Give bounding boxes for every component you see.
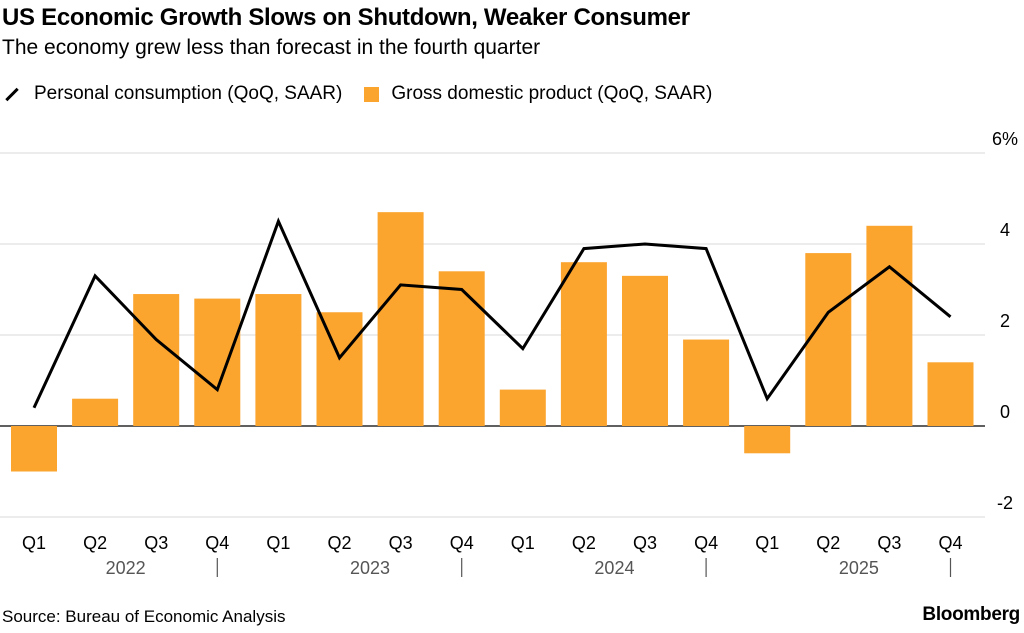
gdp-bar [560, 262, 607, 426]
y-tick-label: -2 [997, 493, 1013, 513]
x-tick-label: Q4 [205, 533, 229, 553]
x-tick-label: Q3 [877, 533, 901, 553]
legend-item-gdp: Gross domestic product (QoQ, SAAR) [364, 83, 712, 105]
gdp-bar [683, 339, 730, 426]
x-tick-label: Q1 [22, 533, 46, 553]
gdp-bar [133, 294, 180, 426]
gdp-bar [194, 298, 241, 426]
x-tick-label: Q3 [389, 533, 413, 553]
gdp-bar [316, 312, 363, 426]
x-tick-label: Q2 [83, 533, 107, 553]
x-tick-label: Q1 [511, 533, 535, 553]
gdp-bar [377, 212, 424, 426]
gdp-bar [499, 389, 546, 426]
legend-bar-label: Gross domestic product (QoQ, SAAR) [391, 83, 713, 104]
x-tick-label: Q3 [633, 533, 657, 553]
legend-bar-swatch [364, 86, 380, 102]
chart-subtitle: The economy grew less than forecast in t… [2, 36, 541, 59]
y-tick-label: 2 [1000, 311, 1010, 331]
year-label: 2023 [350, 558, 390, 578]
x-tick-label: Q4 [694, 533, 718, 553]
year-label: 2024 [594, 558, 634, 578]
x-tick-label: Q2 [572, 533, 596, 553]
x-tick-label: Q1 [266, 533, 290, 553]
x-tick-label: Q4 [450, 533, 474, 553]
year-label: 2025 [839, 558, 879, 578]
x-tick-label: Q2 [816, 533, 840, 553]
legend: Personal consumption (QoQ, SAAR) Gross d… [2, 83, 734, 105]
gdp-bar [11, 426, 57, 472]
y-tick-label: 0 [1000, 402, 1010, 422]
gdp-bar [927, 362, 974, 426]
gdp-bar [744, 426, 791, 454]
y-tick-label: 4 [1000, 220, 1010, 240]
gdp-bar [72, 398, 119, 426]
gdp-bar [805, 253, 852, 426]
y-tick-label: 6% [992, 129, 1018, 149]
chart-title: US Economic Growth Slows on Shutdown, We… [2, 4, 690, 31]
brand-logo: Bloomberg [922, 604, 1020, 625]
gdp-bar [255, 294, 302, 426]
legend-line-label: Personal consumption (QoQ, SAAR) [34, 83, 343, 104]
x-tick-label: Q3 [144, 533, 168, 553]
x-tick-label: Q1 [755, 533, 779, 553]
source-note: Source: Bureau of Economic Analysis [2, 607, 286, 626]
gdp-bar [438, 271, 485, 426]
x-tick-label: Q4 [938, 533, 962, 553]
gdp-bar [866, 225, 913, 426]
consumption-line [32, 217, 952, 409]
year-label: 2022 [106, 558, 146, 578]
legend-item-consumption: Personal consumption (QoQ, SAAR) [2, 83, 342, 105]
gdp-bar [622, 275, 668, 426]
x-tick-label: Q2 [327, 533, 351, 553]
